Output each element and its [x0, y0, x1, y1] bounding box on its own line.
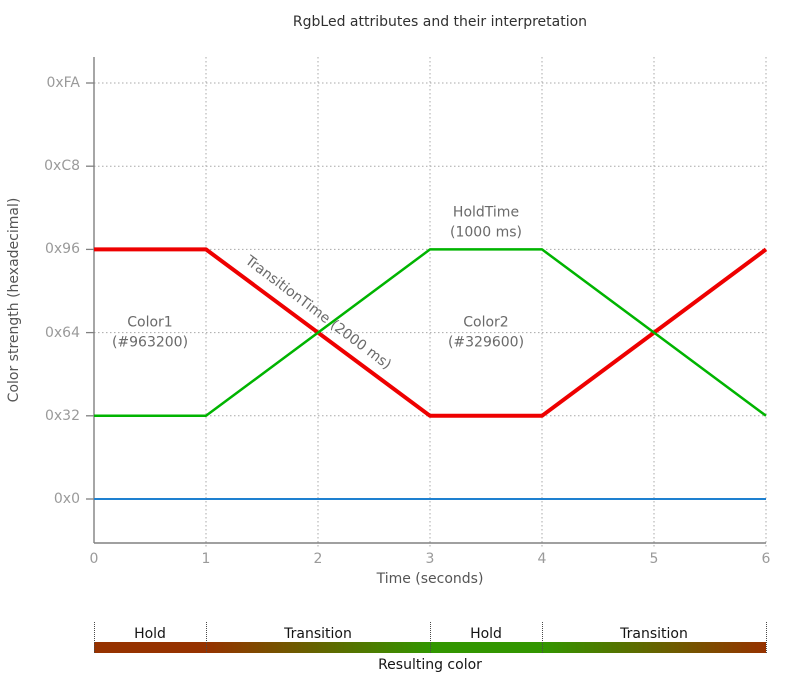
y-tick-label: 0x32 [44, 407, 80, 424]
bar-segment-label: Hold [470, 626, 502, 642]
y-tick-label: 0xFA [46, 75, 80, 91]
bar-segment-label: Hold [134, 626, 166, 642]
annotation-line: HoldTime [452, 204, 520, 221]
bar-segment-label: Transition [284, 626, 352, 642]
annotation-hold-time: HoldTime (1000 ms) [450, 202, 522, 243]
y-tick-label: 0x64 [44, 324, 80, 341]
annotation-color2: Color2 (#329600) [448, 312, 524, 353]
x-axis-label: Time (seconds) [376, 571, 484, 587]
x-tick-label: 0 [89, 551, 99, 567]
series-green-component [94, 248, 767, 418]
x-tick-label: 6 [761, 551, 771, 567]
x-tick-label: 5 [649, 551, 659, 567]
annotation-line: Color1 [127, 314, 173, 331]
y-tick-label: 0x96 [44, 241, 80, 258]
bar-boundary-tick [94, 622, 95, 653]
series-red-component [94, 247, 768, 418]
annotation-line: (1000 ms) [450, 224, 522, 241]
chart-title: RgbLed attributes and their interpretati… [292, 14, 588, 30]
bar-boundary-tick [206, 622, 207, 653]
annotation-line: (#329600) [447, 334, 525, 351]
bar-boundary-tick [766, 622, 767, 653]
bar-boundary-tick [542, 622, 543, 653]
x-tick-label: 1 [201, 551, 211, 567]
y-axis-label: Color strength (hexadecimal) [6, 197, 22, 403]
y-tick-label: 0x0 [53, 491, 80, 507]
annotation-line: Color2 [463, 314, 509, 331]
annotation-color1: Color1 (#963200) [112, 312, 188, 353]
y-tick-label: 0xC8 [44, 158, 80, 175]
x-tick-label: 2 [313, 551, 323, 567]
resulting-color-label: Resulting color [378, 657, 482, 673]
annotation-line: (#963200) [111, 334, 189, 351]
x-tick-label: 3 [425, 551, 435, 567]
bar-segment-label: Transition [620, 626, 688, 642]
bar-boundary-tick [430, 622, 431, 653]
x-tick-label: 4 [537, 551, 547, 567]
